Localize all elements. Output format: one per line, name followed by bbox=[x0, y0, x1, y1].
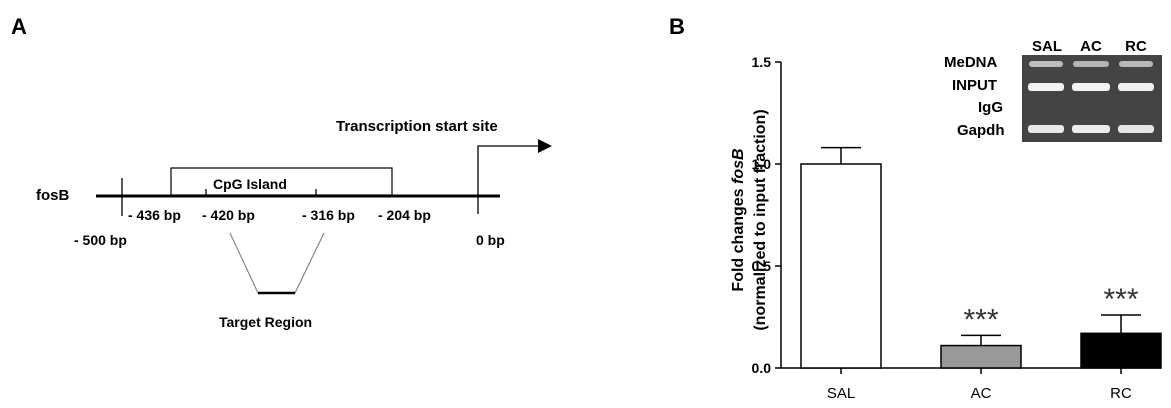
y-axis-label: Fold changes fosB bbox=[730, 148, 747, 291]
significance-marker: *** bbox=[1103, 283, 1138, 316]
gel-band bbox=[1118, 125, 1154, 133]
bar-rc bbox=[1080, 332, 1162, 369]
x-tick-label: RC bbox=[1110, 385, 1132, 402]
position-label: - 420 bp bbox=[202, 207, 255, 223]
panel-b-letter: B bbox=[669, 14, 685, 39]
tss-arrow-head bbox=[538, 139, 552, 153]
x-tick-label: SAL bbox=[827, 385, 855, 402]
bar-ac bbox=[940, 344, 1022, 369]
y-tick-label: 1.5 bbox=[752, 54, 772, 70]
gene-label: fosB bbox=[36, 187, 70, 204]
bar-chart: Fold changes fosB (normalized to input f… bbox=[730, 38, 1162, 402]
tss-arrow-line bbox=[477, 145, 540, 194]
bar-sal bbox=[800, 163, 882, 369]
position-label: - 500 bp bbox=[74, 232, 127, 248]
gel-band bbox=[1072, 125, 1110, 133]
gel-image bbox=[1022, 55, 1162, 142]
gel-band bbox=[1119, 61, 1153, 67]
cpg-island-box bbox=[170, 167, 393, 196]
y-axis-label-line2: (normalized to input fraction) bbox=[752, 109, 769, 330]
gel-lane-label: RC bbox=[1125, 38, 1147, 55]
gel-row-label: Gapdh bbox=[957, 122, 1005, 139]
gel-band bbox=[1072, 83, 1110, 91]
gel-lane-label: AC bbox=[1080, 38, 1102, 55]
gel-band bbox=[1028, 125, 1064, 133]
significance-marker: *** bbox=[963, 303, 998, 336]
gene-diagram: fosB CpG Island - 500 bp - 436 bp - 420 … bbox=[36, 118, 552, 330]
gel-band bbox=[1029, 61, 1063, 67]
gel-row-label: MeDNA bbox=[944, 54, 998, 71]
target-region-label: Target Region bbox=[219, 314, 312, 330]
position-label: - 204 bp bbox=[378, 207, 431, 223]
position-label: - 316 bp bbox=[302, 207, 355, 223]
y-tick-label: 1.0 bbox=[752, 156, 772, 172]
cpg-island-label: CpG Island bbox=[213, 176, 287, 192]
tss-label: Transcription start site bbox=[336, 118, 498, 135]
target-region-bracket bbox=[229, 232, 325, 294]
gel-row-label: IgG bbox=[978, 99, 1003, 116]
gel-row-label: INPUT bbox=[952, 77, 997, 94]
x-tick-label: AC bbox=[971, 385, 992, 402]
gel-band bbox=[1073, 61, 1109, 67]
gel-band bbox=[1118, 83, 1154, 91]
gel-band bbox=[1028, 83, 1064, 91]
position-label: - 436 bp bbox=[128, 207, 181, 223]
y-tick-label: 0.5 bbox=[752, 258, 772, 274]
position-label: 0 bp bbox=[476, 232, 505, 248]
y-tick-label: 0.0 bbox=[752, 360, 772, 376]
gel-lane-label: SAL bbox=[1032, 38, 1062, 55]
panel-a-letter: A bbox=[11, 14, 27, 39]
